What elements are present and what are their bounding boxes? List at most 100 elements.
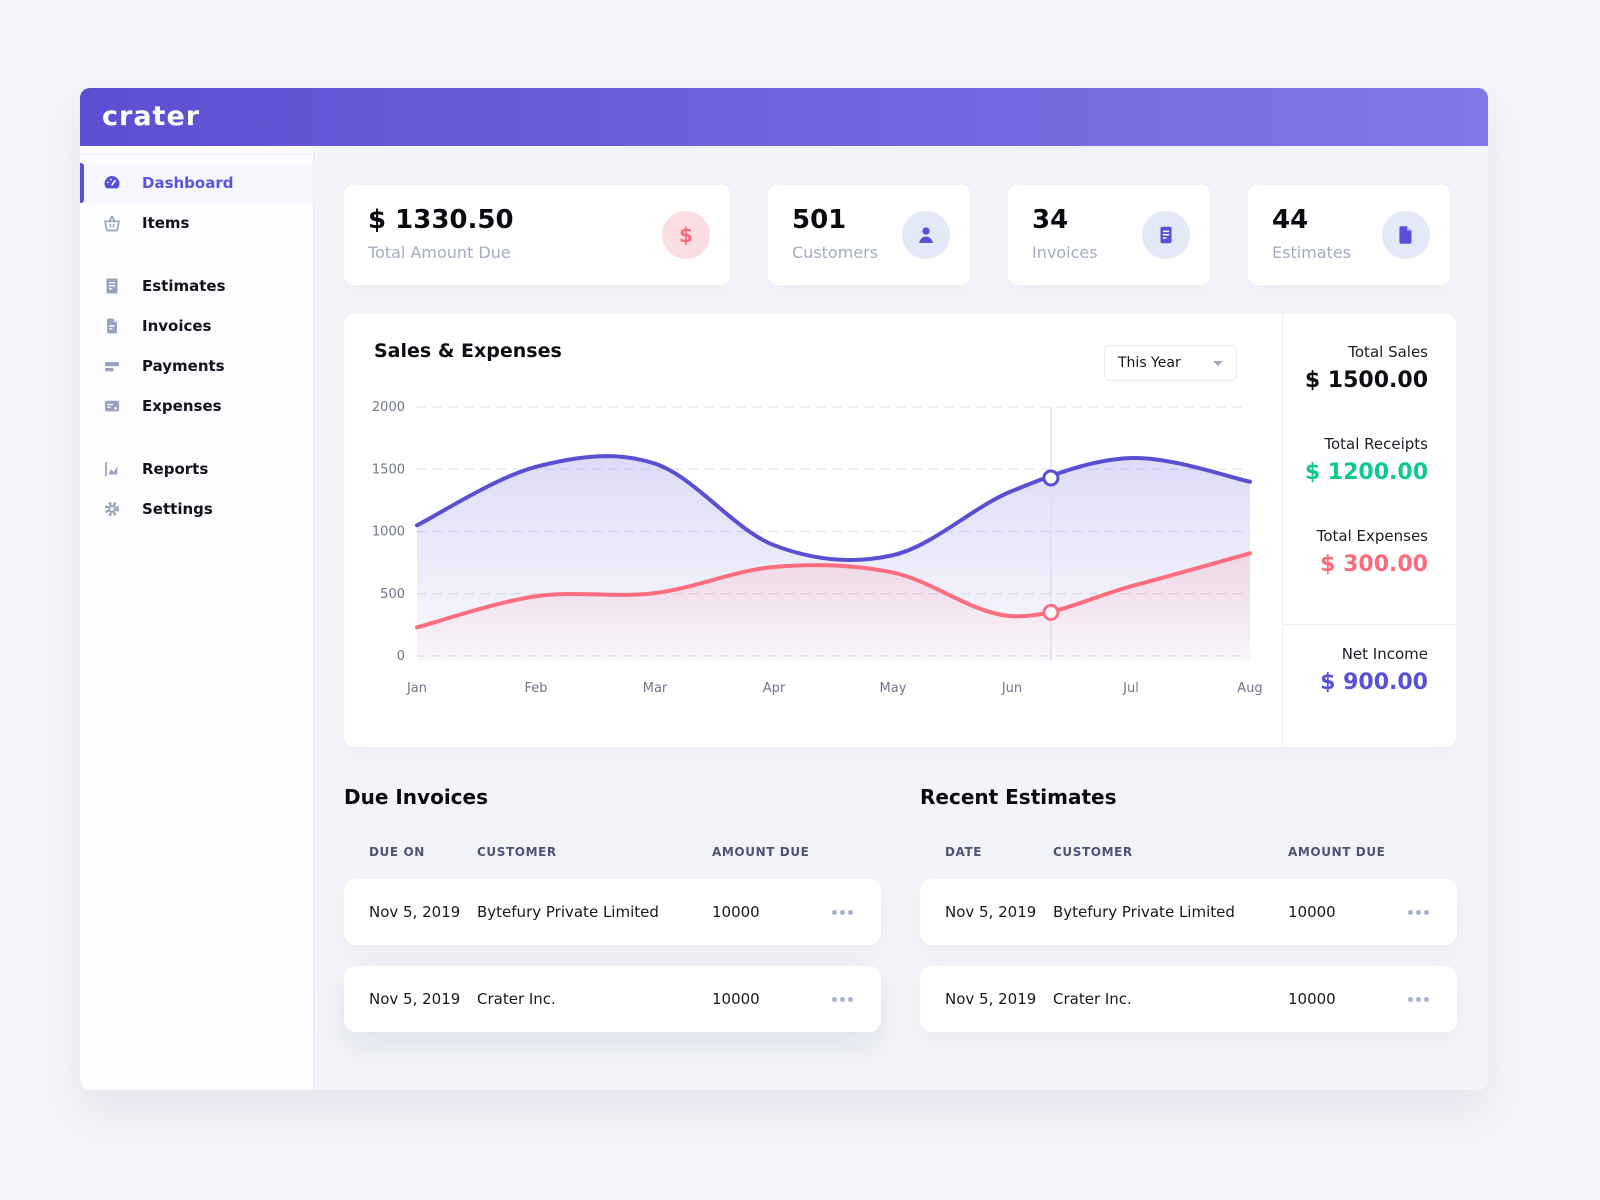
main-content: $ 1330.50 Total Amount Due $ 501 Custome… — [314, 146, 1488, 1090]
total-expenses-summary: Total Expenses $ 300.00 — [1317, 527, 1428, 577]
sidebar-item-label: Dashboard — [142, 174, 234, 192]
svg-text:Aug: Aug — [1237, 681, 1262, 696]
sidebar-group-billing: Estimates Invoices Payments — [80, 266, 313, 426]
recent-estimates-section: Recent Estimates DATE CUSTOMER AMOUNT DU… — [920, 785, 1457, 1032]
summary-label: Total Expenses — [1316, 527, 1428, 545]
dollar-icon: $ — [662, 211, 710, 259]
stat-card-customers: 501 Customers — [768, 185, 970, 285]
row-actions-button[interactable] — [1408, 904, 1429, 921]
sidebar-item-label: Payments — [142, 357, 225, 375]
summary-value: $ 1200.00 — [1304, 460, 1428, 485]
stat-label: Total Amount Due — [368, 243, 511, 262]
svg-text:0: 0 — [397, 649, 405, 664]
sidebar-nav: Dashboard Items Estimates — [80, 146, 313, 529]
sidebar-item-items[interactable]: Items — [80, 203, 313, 243]
sidebar-group-main: Dashboard Items — [80, 163, 313, 243]
dollar-glyph: $ — [679, 223, 693, 247]
table-row[interactable]: Nov 5, 2019 Crater Inc. 10000 — [344, 966, 881, 1032]
sidebar-item-expenses[interactable]: Expenses — [80, 386, 313, 426]
basket-icon — [102, 213, 122, 233]
sidebar: Dashboard Items Estimates — [80, 146, 314, 1090]
stat-card-estimates: 44 Estimates — [1248, 185, 1450, 285]
vertical-divider — [1282, 314, 1283, 747]
estimate-icon — [1382, 211, 1430, 259]
app-header: crater — [80, 88, 1488, 146]
year-filter-dropdown[interactable]: This Year — [1104, 345, 1237, 381]
cell-amount-due: 10000 — [712, 990, 760, 1008]
row-actions-button[interactable] — [832, 904, 853, 921]
document-lines-icon — [102, 276, 122, 296]
cell-due-on: Nov 5, 2019 — [369, 990, 461, 1008]
document-icon — [102, 316, 122, 336]
cell-date: Nov 5, 2019 — [945, 903, 1037, 921]
cell-due-on: Nov 5, 2019 — [369, 903, 461, 921]
section-title: Recent Estimates — [920, 785, 1117, 809]
sidebar-item-reports[interactable]: Reports — [80, 449, 313, 489]
stat-value: 44 — [1272, 205, 1309, 235]
column-header: AMOUNT DUE — [1288, 845, 1386, 859]
year-filter-value: This Year — [1118, 355, 1181, 371]
table-row[interactable]: Nov 5, 2019 Bytefury Private Limited 100… — [344, 879, 881, 945]
table-row[interactable]: Nov 5, 2019 Crater Inc. 10000 — [920, 966, 1457, 1032]
sidebar-item-invoices[interactable]: Invoices — [80, 306, 313, 346]
chevron-down-icon — [1213, 360, 1223, 366]
summary-label: Net Income — [1341, 645, 1428, 663]
sales-expenses-card: Sales & Expenses This Year 0 500 1000 1500 2… — [344, 314, 1456, 747]
person-icon — [902, 211, 950, 259]
cell-date: Nov 5, 2019 — [945, 990, 1037, 1008]
sales-expenses-chart: 0 500 1000 1500 2000 Jan Feb Mar Apr May Jun Jul Aug — [372, 400, 1263, 696]
svg-text:Jul: Jul — [1122, 681, 1139, 696]
summary-label: Total Receipts — [1324, 435, 1428, 453]
sidebar-item-settings[interactable]: Settings — [80, 489, 313, 529]
invoice-icon — [1142, 211, 1190, 259]
cell-customer: Crater Inc. — [1053, 990, 1132, 1008]
summary-value: $ 1500.00 — [1304, 368, 1428, 393]
summary-value: $ 900.00 — [1320, 670, 1428, 695]
cell-customer: Bytefury Private Limited — [477, 903, 659, 921]
stat-value: 34 — [1032, 205, 1069, 235]
stat-label: Customers — [792, 243, 879, 262]
sidebar-item-label: Invoices — [142, 317, 212, 335]
column-header: CUSTOMER — [477, 845, 557, 859]
card-lines-icon — [102, 396, 122, 416]
sidebar-item-estimates[interactable]: Estimates — [80, 266, 313, 306]
svg-text:Jun: Jun — [1001, 681, 1022, 696]
svg-text:May: May — [880, 681, 907, 696]
table-header: DATE CUSTOMER AMOUNT DUE — [920, 845, 1457, 859]
app-window: crater Dashboard Items — [80, 88, 1488, 1090]
cell-amount-due: 10000 — [712, 903, 760, 921]
cell-customer: Crater Inc. — [477, 990, 556, 1008]
sidebar-item-dashboard[interactable]: Dashboard — [80, 163, 313, 203]
summary-label: Total Sales — [1348, 343, 1428, 361]
svg-text:2000: 2000 — [372, 400, 405, 415]
svg-text:Mar: Mar — [643, 681, 668, 696]
column-header: DATE — [945, 845, 983, 859]
sidebar-item-payments[interactable]: Payments — [80, 346, 313, 386]
horizontal-divider — [1283, 624, 1456, 625]
app-logo: crater — [102, 101, 201, 132]
active-indicator — [80, 163, 84, 203]
stat-label: Invoices — [1032, 243, 1098, 262]
sidebar-group-other: Reports Settings — [80, 449, 313, 529]
row-actions-button[interactable] — [1408, 991, 1429, 1008]
row-actions-button[interactable] — [832, 991, 853, 1008]
stat-value: $ 1330.50 — [368, 205, 514, 235]
section-title: Due Invoices — [344, 785, 489, 809]
sidebar-item-label: Settings — [142, 500, 213, 518]
total-sales-summary: Total Sales $ 1500.00 — [1305, 343, 1428, 393]
credit-card-icon — [102, 356, 122, 376]
column-header: AMOUNT DUE — [712, 845, 810, 859]
column-header: DUE ON — [369, 845, 425, 859]
column-header: CUSTOMER — [1053, 845, 1133, 859]
stat-label: Estimates — [1272, 243, 1352, 262]
area-chart-icon — [102, 459, 122, 479]
sidebar-top-divider — [80, 154, 313, 155]
table-row[interactable]: Nov 5, 2019 Bytefury Private Limited 100… — [920, 879, 1457, 945]
cell-customer: Bytefury Private Limited — [1053, 903, 1235, 921]
svg-text:500: 500 — [380, 587, 405, 602]
summary-value: $ 300.00 — [1320, 552, 1428, 577]
net-income-summary: Net Income $ 900.00 — [1320, 645, 1428, 695]
svg-text:Jan: Jan — [406, 681, 427, 696]
stat-card-invoices: 34 Invoices — [1008, 185, 1210, 285]
cell-amount-due: 10000 — [1288, 903, 1336, 921]
